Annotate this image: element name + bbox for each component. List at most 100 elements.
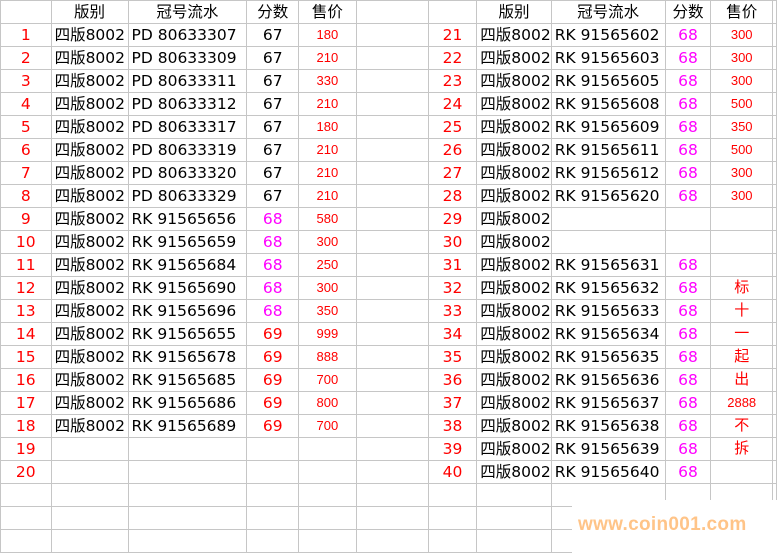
empty-cell[interactable]: [0, 483, 52, 507]
edge-cell[interactable]: [771, 276, 777, 300]
edition-cell[interactable]: 四版8002: [50, 115, 129, 139]
row-number-cell[interactable]: 40: [427, 460, 478, 484]
serial-cell[interactable]: PD 80633309: [127, 46, 248, 70]
price-cell[interactable]: 500: [710, 92, 773, 116]
empty-cell[interactable]: [127, 483, 248, 507]
empty-cell[interactable]: [476, 506, 552, 530]
row-number-cell[interactable]: 15: [0, 345, 52, 369]
edition-cell[interactable]: [50, 460, 129, 484]
serial-cell[interactable]: RK 91565603: [550, 46, 666, 70]
score-cell[interactable]: 68: [664, 368, 712, 392]
edition-cell[interactable]: 四版8002: [476, 276, 552, 300]
row-number-cell[interactable]: 11: [0, 253, 52, 277]
score-cell[interactable]: 67: [246, 184, 300, 208]
price-cell[interactable]: 999: [298, 322, 357, 346]
serial-cell[interactable]: [127, 460, 248, 484]
edge-cell[interactable]: [771, 161, 777, 185]
empty-cell[interactable]: [298, 529, 357, 553]
edition-cell[interactable]: 四版8002: [476, 69, 552, 93]
row-number-cell[interactable]: 1: [0, 23, 52, 47]
price-cell[interactable]: 300: [710, 161, 773, 185]
score-cell[interactable]: 67: [246, 115, 300, 139]
serial-cell[interactable]: [550, 207, 666, 231]
serial-cell[interactable]: RK 91565609: [550, 115, 666, 139]
edge-cell[interactable]: [771, 299, 777, 323]
edge-cell[interactable]: [771, 460, 777, 484]
empty-cell[interactable]: [246, 506, 300, 530]
price-cell[interactable]: 580: [298, 207, 357, 231]
row-number-cell[interactable]: 35: [427, 345, 478, 369]
spacer-cell[interactable]: [355, 115, 429, 139]
empty-cell[interactable]: [50, 483, 129, 507]
edition-cell[interactable]: 四版8002: [50, 414, 129, 438]
edition-cell[interactable]: 四版8002: [50, 161, 129, 185]
score-cell[interactable]: 68: [246, 230, 300, 254]
edition-cell[interactable]: 四版8002: [476, 391, 552, 415]
row-number-cell[interactable]: 7: [0, 161, 52, 185]
spacer-cell[interactable]: [355, 414, 429, 438]
price-cell[interactable]: 2888: [710, 391, 773, 415]
row-number-cell[interactable]: 28: [427, 184, 478, 208]
serial-cell[interactable]: RK 91565608: [550, 92, 666, 116]
row-number-cell[interactable]: 37: [427, 391, 478, 415]
empty-cell[interactable]: [246, 529, 300, 553]
empty-cell[interactable]: [355, 506, 429, 530]
edition-cell[interactable]: 四版8002: [476, 253, 552, 277]
serial-cell[interactable]: PD 80633317: [127, 115, 248, 139]
edition-cell[interactable]: 四版8002: [476, 345, 552, 369]
edition-cell[interactable]: 四版8002: [476, 230, 552, 254]
row-number-cell[interactable]: 26: [427, 138, 478, 162]
edition-cell[interactable]: 四版8002: [476, 437, 552, 461]
price-cell[interactable]: 350: [710, 115, 773, 139]
spacer-cell[interactable]: [355, 253, 429, 277]
serial-cell[interactable]: RK 91565659: [127, 230, 248, 254]
edition-cell[interactable]: 四版8002: [50, 69, 129, 93]
row-number-cell[interactable]: 17: [0, 391, 52, 415]
row-number-cell[interactable]: 20: [0, 460, 52, 484]
header-price[interactable]: 售价: [710, 0, 773, 24]
row-number-cell[interactable]: 19: [0, 437, 52, 461]
spacer-cell[interactable]: [355, 69, 429, 93]
row-number-cell[interactable]: 38: [427, 414, 478, 438]
row-number-cell[interactable]: 22: [427, 46, 478, 70]
edge-cell[interactable]: [771, 368, 777, 392]
score-cell[interactable]: 67: [246, 92, 300, 116]
edition-cell[interactable]: 四版8002: [50, 276, 129, 300]
score-cell[interactable]: 68: [664, 437, 712, 461]
serial-cell[interactable]: [550, 230, 666, 254]
edition-cell[interactable]: 四版8002: [476, 115, 552, 139]
score-cell[interactable]: 68: [246, 253, 300, 277]
price-cell[interactable]: [298, 460, 357, 484]
serial-cell[interactable]: RK 91565638: [550, 414, 666, 438]
header-blank-cell[interactable]: [0, 0, 52, 24]
edge-cell[interactable]: [771, 437, 777, 461]
empty-cell[interactable]: [476, 483, 552, 507]
price-cell[interactable]: 出: [710, 368, 773, 392]
edition-cell[interactable]: 四版8002: [50, 299, 129, 323]
score-cell[interactable]: 68: [664, 69, 712, 93]
row-number-cell[interactable]: 12: [0, 276, 52, 300]
serial-cell[interactable]: RK 91565640: [550, 460, 666, 484]
price-cell[interactable]: [298, 437, 357, 461]
score-cell[interactable]: 68: [246, 276, 300, 300]
price-cell[interactable]: [710, 460, 773, 484]
score-cell[interactable]: [664, 230, 712, 254]
serial-cell[interactable]: RK 91565633: [550, 299, 666, 323]
header-score[interactable]: 分数: [246, 0, 300, 24]
empty-cell[interactable]: [427, 529, 478, 553]
edition-cell[interactable]: 四版8002: [476, 184, 552, 208]
score-cell[interactable]: 68: [664, 184, 712, 208]
edge-cell[interactable]: [771, 322, 777, 346]
edition-cell[interactable]: 四版8002: [50, 92, 129, 116]
price-cell[interactable]: 300: [710, 184, 773, 208]
score-cell[interactable]: 67: [246, 138, 300, 162]
price-cell[interactable]: 210: [298, 138, 357, 162]
edge-cell[interactable]: [771, 115, 777, 139]
row-number-cell[interactable]: 18: [0, 414, 52, 438]
edition-cell[interactable]: 四版8002: [476, 368, 552, 392]
score-cell[interactable]: 67: [246, 161, 300, 185]
edition-cell[interactable]: [50, 437, 129, 461]
price-cell[interactable]: 500: [710, 138, 773, 162]
price-cell[interactable]: [710, 207, 773, 231]
header-edition[interactable]: 版别: [476, 0, 552, 24]
